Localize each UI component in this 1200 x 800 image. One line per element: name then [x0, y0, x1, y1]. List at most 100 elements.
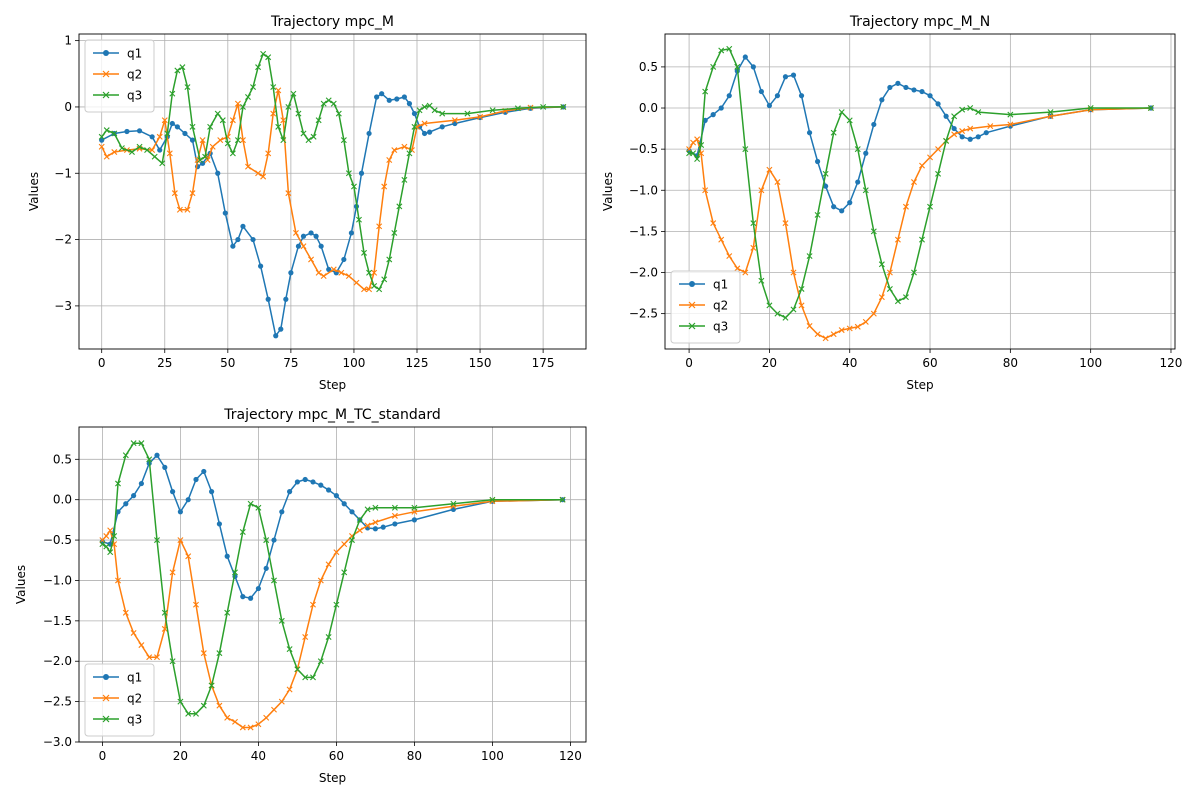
- y-tick-label: −1.0: [43, 573, 72, 587]
- data-point: [208, 682, 215, 689]
- series-line-q3: [101, 53, 564, 291]
- data-point: [450, 500, 457, 507]
- data-point: [943, 137, 950, 144]
- data-point: [489, 107, 496, 114]
- data-point: [702, 88, 709, 95]
- data-point: [263, 565, 269, 571]
- data-point: [255, 721, 262, 728]
- data-point: [207, 123, 214, 130]
- legend-label: q2: [127, 692, 142, 706]
- data-point: [718, 236, 725, 243]
- data-point: [185, 553, 192, 560]
- data-point: [935, 146, 942, 153]
- data-point: [151, 153, 158, 160]
- data-point: [326, 266, 332, 273]
- y-tick-label: 0.5: [53, 452, 72, 466]
- data-point: [987, 123, 994, 130]
- data-point: [166, 150, 173, 157]
- data-point: [967, 125, 974, 132]
- data-point: [197, 157, 204, 163]
- data-point: [138, 642, 145, 649]
- data-point: [718, 47, 725, 54]
- data-point: [710, 112, 716, 118]
- series-line-q2: [688, 107, 1151, 340]
- series-q1: [686, 54, 1154, 214]
- chart-title: Trajectory mpc_M_TC_standard: [223, 407, 440, 423]
- data-point: [280, 137, 287, 144]
- data-point: [381, 183, 388, 190]
- legend-label: q3: [713, 320, 728, 334]
- data-point: [903, 84, 909, 91]
- data-point: [559, 496, 566, 503]
- data-point: [854, 146, 861, 153]
- data-point: [758, 187, 765, 194]
- x-tick-label: 175: [532, 356, 555, 370]
- data-point: [239, 724, 246, 731]
- legend-marker: [102, 694, 110, 702]
- data-point: [333, 549, 340, 556]
- chart-title: Trajectory mpc_M_N: [849, 14, 990, 30]
- y-tick-label: −1.0: [629, 183, 658, 197]
- data-point: [910, 269, 917, 276]
- data-point: [202, 153, 209, 160]
- x-tick-label: 60: [922, 356, 937, 370]
- data-point: [235, 236, 241, 243]
- data-point: [305, 137, 312, 144]
- subplot-mpc-m-tc-standard: Trajectory mpc_M_TC_standard Step Values…: [14, 407, 587, 785]
- x-tick-label: 20: [173, 749, 188, 763]
- data-point: [285, 190, 292, 197]
- legend-box: [84, 39, 155, 113]
- x-tick-label: 40: [251, 749, 266, 763]
- data-point: [161, 609, 168, 616]
- data-point: [411, 110, 418, 117]
- x-ticks: 0 25 50 75 100 125 150 175: [98, 349, 555, 370]
- data-point: [766, 102, 773, 109]
- data-point: [798, 285, 805, 292]
- data-point: [871, 121, 877, 128]
- data-point: [862, 187, 869, 194]
- x-axis-label: Step: [319, 771, 346, 785]
- data-point: [790, 269, 797, 276]
- data-point: [189, 137, 196, 143]
- data-point: [154, 452, 160, 458]
- data-point: [341, 541, 348, 548]
- data-point: [98, 143, 105, 150]
- x-tick-label: 75: [283, 356, 298, 370]
- data-point: [209, 489, 215, 495]
- data-point: [431, 107, 438, 114]
- data-point: [130, 440, 137, 447]
- data-point: [265, 150, 272, 157]
- data-point: [959, 106, 966, 113]
- data-point: [199, 137, 206, 144]
- data-point: [182, 130, 188, 137]
- data-point: [726, 93, 732, 99]
- data-point: [310, 601, 316, 608]
- data-point: [247, 724, 254, 731]
- data-point: [313, 233, 319, 239]
- data-point: [814, 331, 821, 338]
- data-point: [294, 479, 300, 485]
- data-point: [164, 130, 171, 137]
- data-point: [386, 256, 393, 263]
- data-point: [162, 464, 168, 470]
- data-point: [214, 110, 221, 117]
- data-point: [919, 162, 925, 169]
- x-tick-label: 60: [329, 749, 344, 763]
- data-point: [294, 666, 301, 673]
- data-point: [115, 577, 121, 584]
- data-point: [702, 187, 709, 194]
- data-point: [292, 229, 299, 236]
- data-point: [229, 150, 236, 157]
- data-point: [710, 63, 717, 70]
- data-point: [154, 537, 160, 544]
- data-point: [366, 269, 373, 276]
- data-point: [514, 105, 521, 112]
- data-point: [951, 125, 957, 132]
- data-point: [184, 84, 191, 91]
- data-point: [215, 170, 221, 176]
- data-point: [229, 117, 236, 124]
- data-point: [149, 134, 155, 140]
- data-point: [115, 480, 121, 487]
- y-tick-label: −1.5: [629, 224, 658, 238]
- data-point: [726, 45, 733, 52]
